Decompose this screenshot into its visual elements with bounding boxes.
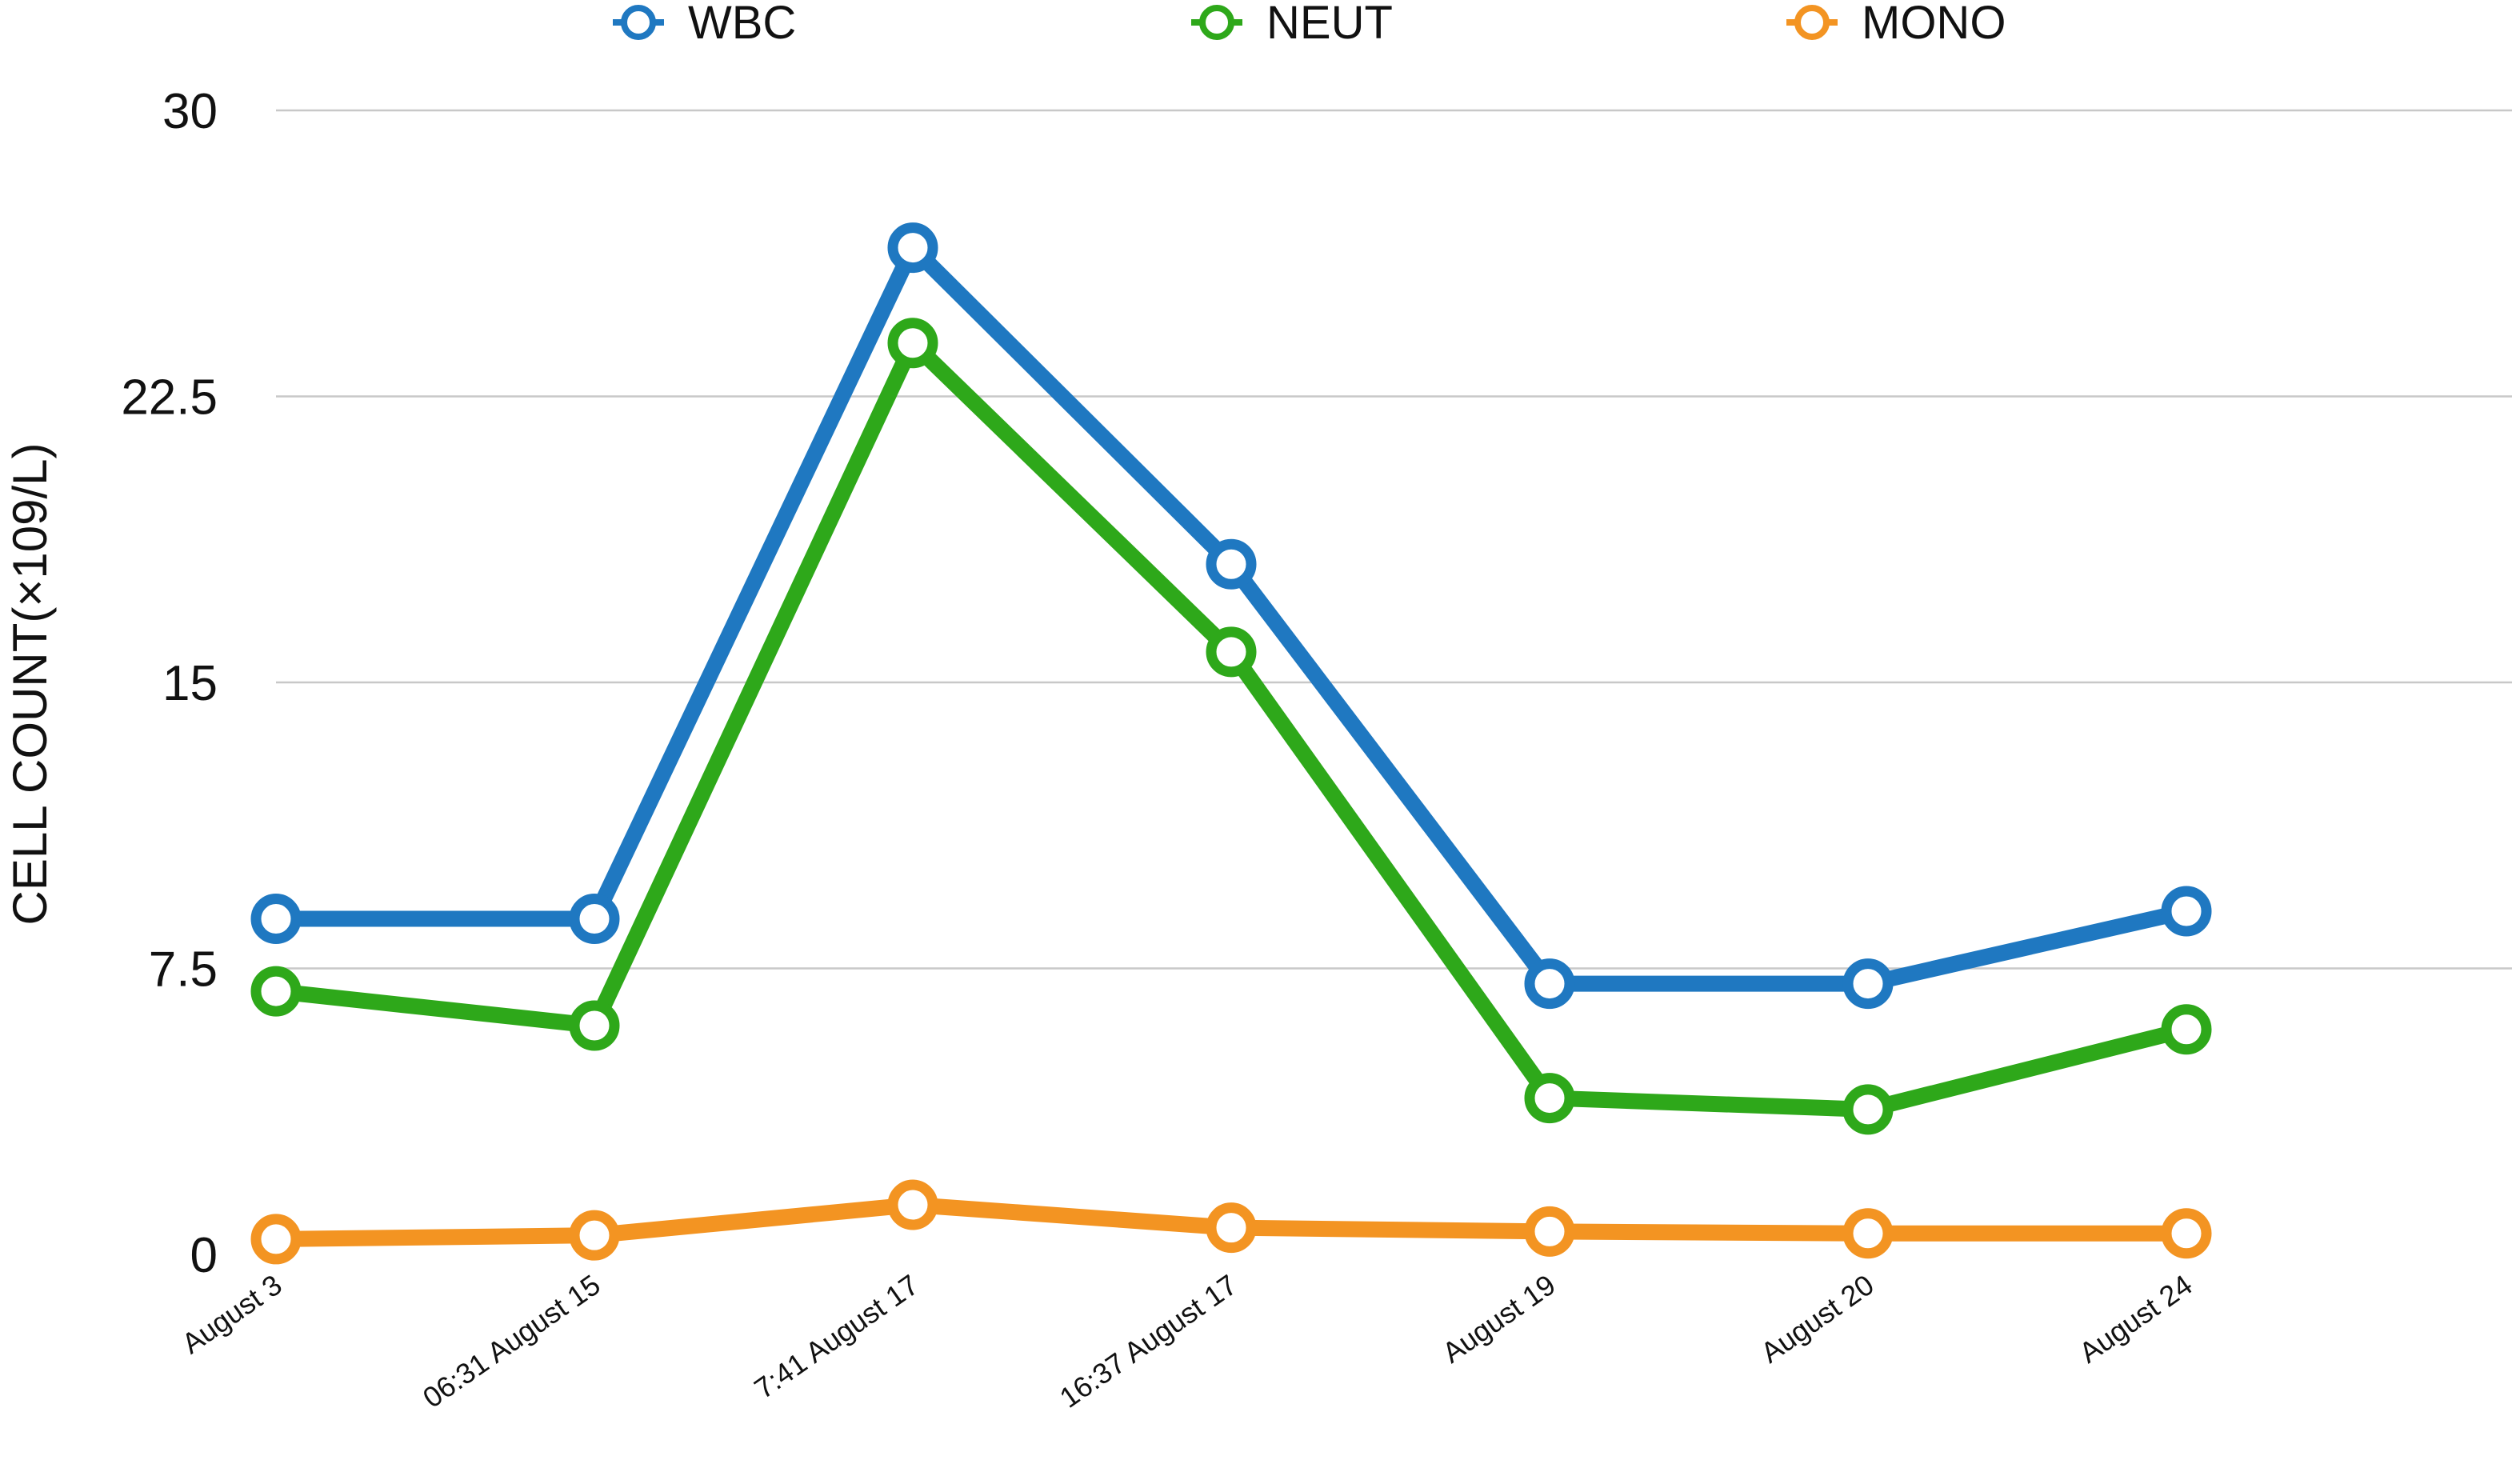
data-point: [887, 318, 938, 369]
x-tick-label: 06:31 August 15: [417, 1268, 606, 1414]
data-point: [250, 894, 302, 945]
data-point: [1206, 538, 1257, 590]
series: [250, 222, 2212, 1265]
data-point: [1842, 1084, 1894, 1135]
x-tick-label: 7:41 August 17: [748, 1268, 924, 1405]
data-point: [250, 1214, 302, 1265]
data-point: [1842, 958, 1894, 1010]
y-tick-label: 30: [162, 84, 218, 139]
y-tick-label: 15: [162, 656, 218, 711]
legend-label: WBC: [688, 0, 796, 49]
data-point: [1524, 1073, 1575, 1124]
data-point: [1206, 626, 1257, 678]
data-point: [1524, 1206, 1575, 1257]
data-point: [2161, 886, 2212, 937]
data-point: [569, 894, 620, 945]
x-tick-label: 16:37 August 17: [1054, 1268, 1243, 1414]
data-point: [1524, 958, 1575, 1010]
y-axis-ticks: 0 7.5 15 22.5 30: [121, 84, 218, 1283]
x-tick-label: August 20: [1754, 1268, 1879, 1370]
data-point: [887, 1179, 938, 1230]
data-point: [1206, 1202, 1257, 1254]
y-tick-label: 0: [190, 1228, 218, 1283]
y-tick-label: 22.5: [121, 370, 218, 426]
legend-label: MONO: [1862, 0, 2006, 49]
series-line: [268, 334, 2194, 1118]
data-point: [569, 1000, 620, 1051]
y-axis-title: CELL COUNT(×109/L): [3, 443, 57, 926]
data-point: [569, 1210, 620, 1261]
x-tick-label: August 19: [1436, 1268, 1561, 1370]
legend-swatch-marker: [1794, 5, 1830, 40]
x-axis-ticks: August 3 06:31 August 15 7:41 August 17 16:…: [176, 1268, 2198, 1414]
data-point: [2161, 1208, 2212, 1259]
data-point: [2161, 1004, 2212, 1055]
x-tick-label: August 24: [2073, 1268, 2198, 1370]
legend-swatch-marker: [1199, 5, 1234, 40]
y-tick-label: 7.5: [149, 942, 218, 998]
series-line: [268, 239, 2194, 992]
legend-label: NEUT: [1266, 0, 1393, 49]
legend-swatch-marker: [621, 5, 656, 40]
data-point: [887, 222, 938, 274]
gridlines: [276, 109, 2512, 970]
data-point: [1842, 1208, 1894, 1259]
legend: WBC NEUT MONO: [613, 0, 2006, 49]
data-point: [250, 966, 302, 1017]
